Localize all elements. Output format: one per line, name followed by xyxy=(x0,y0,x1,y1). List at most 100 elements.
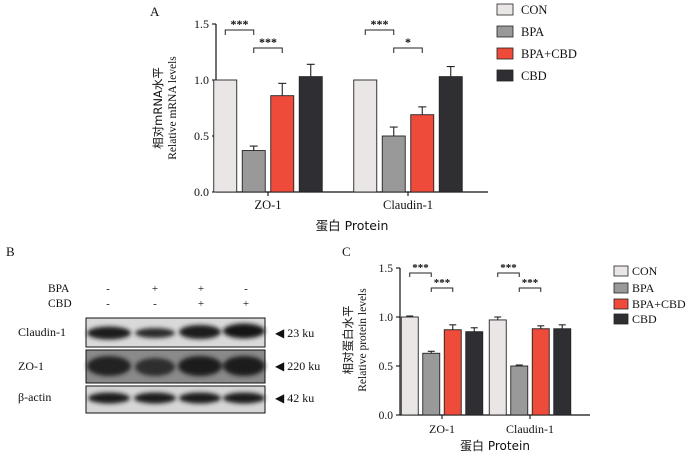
y-axis-label-cn: 相对蛋白水平 xyxy=(341,306,355,375)
band-size-claudin-1: ◀ 23 ku xyxy=(275,326,314,340)
bar xyxy=(553,328,572,416)
band-label-claudin-1: Claudin-1 xyxy=(18,325,66,339)
x-category-label: ZO-1 xyxy=(254,198,281,212)
bar xyxy=(298,76,323,193)
blot-band xyxy=(178,356,222,376)
treatment-label-bpa: BPA xyxy=(48,283,70,295)
significance-bracket xyxy=(393,47,423,53)
bar xyxy=(400,316,419,416)
significance-label: *** xyxy=(412,262,429,274)
significance-bracket xyxy=(430,287,454,292)
blot-band xyxy=(135,328,175,338)
y-tick-label: 0.0 xyxy=(194,185,209,199)
legend-c-swatch-bpa-cbd xyxy=(613,298,629,310)
blot-band xyxy=(134,392,176,404)
legend-c-label-cbd: CBD xyxy=(632,312,657,326)
significance-label: *** xyxy=(371,17,389,31)
treatment-sign: - xyxy=(106,283,110,295)
significance-bracket xyxy=(409,272,432,277)
x-category-label: Claudin-1 xyxy=(383,198,433,212)
legend-a-label-con: CON xyxy=(521,3,547,17)
blot-band xyxy=(87,326,131,340)
bar xyxy=(531,328,550,416)
y-tick-label: 1.0 xyxy=(379,312,394,324)
blot-band xyxy=(135,358,175,376)
panel-label-c: C xyxy=(342,244,351,259)
x-axis-label: 蛋白 Protein xyxy=(460,438,530,452)
bar xyxy=(422,352,441,416)
treatment-sign: - xyxy=(244,283,248,295)
y-tick-label: 1.5 xyxy=(194,17,209,31)
bar xyxy=(488,319,507,416)
y-tick-label: 1.0 xyxy=(194,73,209,87)
treatment-sign: + xyxy=(198,283,204,295)
legend-c-swatch-cbd xyxy=(613,313,629,325)
x-category-label: Claudin-1 xyxy=(506,422,554,436)
blot-band xyxy=(179,392,221,404)
bar xyxy=(410,114,435,193)
x-category-label: ZO-1 xyxy=(429,422,455,436)
band-size-zo-1: ◀ 220 ku xyxy=(275,359,320,373)
significance-bracket xyxy=(518,287,542,292)
blot-band xyxy=(223,356,265,376)
blot-band xyxy=(87,356,131,376)
treatment-sign: - xyxy=(153,298,157,310)
legend-a-label-bpa: BPA xyxy=(521,25,544,39)
significance-label: *** xyxy=(259,35,277,49)
x-axis-label: 蛋白 Protein xyxy=(316,218,389,233)
western-blot: BPA CBD - + + - - - + + Claudin-1 ◀ 23 k… xyxy=(18,283,320,414)
legend-c-label-bpa-cbd: BPA+CBD xyxy=(632,297,686,311)
legend-a-swatch-con xyxy=(496,3,514,16)
y-axis-label-en: Relative protein levels xyxy=(357,288,369,392)
y-tick-label: 0.5 xyxy=(379,361,394,373)
bar xyxy=(353,79,378,193)
significance-bracket xyxy=(497,272,520,277)
y-axis-label-cn: 相对mRNA水平 xyxy=(151,67,165,149)
legend-a-label-cbd: CBD xyxy=(521,69,547,83)
blot-bands-beta-actin xyxy=(88,392,265,404)
legend-c-label-bpa: BPA xyxy=(632,281,655,295)
blot-band xyxy=(179,325,221,339)
significance-label: *** xyxy=(434,277,451,289)
band-label-beta-actin: β-actin xyxy=(18,390,51,404)
legend-c: CON BPA BPA+CBD CBD xyxy=(613,264,686,326)
treatment-sign: + xyxy=(152,283,158,295)
treatment-label-cbd: CBD xyxy=(48,298,72,310)
legend-a-swatch-bpa xyxy=(496,25,514,38)
bar xyxy=(510,365,529,416)
bar xyxy=(213,79,238,193)
legend-a: CON BPA BPA+CBD CBD xyxy=(496,3,577,83)
blot-bands-claudin-1 xyxy=(87,323,265,340)
bar xyxy=(438,76,463,193)
blot-bands-zo-1 xyxy=(87,356,265,376)
significance-label: * xyxy=(405,35,411,49)
band-label-zo-1: ZO-1 xyxy=(18,359,44,373)
y-axis-label-en: Relative mRNA levels xyxy=(167,56,179,160)
significance-bracket xyxy=(364,29,395,35)
panel-label-a: A xyxy=(150,4,160,19)
treatment-sign: + xyxy=(243,298,249,310)
bar xyxy=(241,150,266,193)
legend-a-swatch-bpa-cbd xyxy=(496,47,514,60)
legend-c-swatch-bpa xyxy=(613,282,629,294)
panel-label-b: B xyxy=(6,244,15,259)
bar xyxy=(443,329,462,416)
bar xyxy=(270,95,295,193)
bar xyxy=(465,331,484,416)
chart-a-mrna-levels: 0.0 0.5 1.0 1.5 相对mRNA水平 Relative mRNA levels… xyxy=(151,17,488,233)
significance-label: *** xyxy=(500,262,517,274)
y-tick-label: 1.5 xyxy=(379,263,394,275)
significance-label: *** xyxy=(522,277,539,289)
blot-band xyxy=(223,392,265,404)
legend-a-label-bpa-cbd: BPA+CBD xyxy=(521,47,577,61)
blot-band xyxy=(88,392,130,404)
treatment-sign: + xyxy=(198,298,204,310)
treatment-sign: - xyxy=(106,298,110,310)
bar xyxy=(381,135,406,193)
blot-band xyxy=(223,323,265,339)
band-size-beta-actin: ◀ 42 ku xyxy=(275,391,314,405)
legend-a-swatch-cbd xyxy=(496,69,514,82)
legend-c-swatch-con xyxy=(613,265,629,277)
y-tick-label: 0.0 xyxy=(379,410,394,422)
